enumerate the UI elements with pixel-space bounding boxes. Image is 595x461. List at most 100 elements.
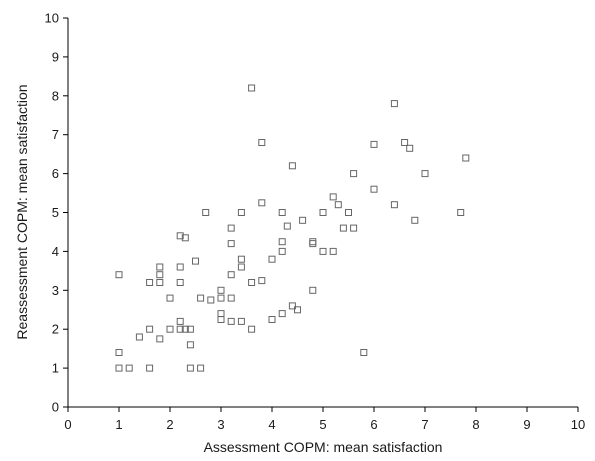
data-point [319, 247, 327, 255]
data-point [186, 325, 194, 333]
data-point [248, 325, 256, 333]
data-point [406, 144, 414, 152]
data-point [319, 209, 327, 216]
data-point [421, 170, 429, 178]
x-tick-label: 3 [217, 417, 224, 432]
data-point [268, 255, 276, 263]
data-point [283, 222, 291, 230]
axes [67, 18, 578, 408]
data-point [146, 325, 154, 333]
data-point [462, 154, 470, 162]
data-point [248, 279, 256, 286]
data-point [350, 224, 358, 232]
data-point [176, 263, 184, 271]
data-point [345, 209, 352, 216]
y-tick-label: 3 [52, 283, 59, 298]
data-point [181, 234, 189, 242]
x-ticks: 0 1 2 3 4 5 6 7 8 9 10 [64, 407, 585, 432]
data-point [207, 296, 215, 304]
data-point [329, 193, 337, 201]
y-ticks: 0 1 2 3 4 5 6 7 8 9 10 [45, 11, 68, 415]
y-axis-title: Reassessment COPM: mean satisfaction [14, 84, 30, 339]
data-point [411, 216, 419, 224]
data-point [125, 364, 133, 372]
data-point [258, 199, 266, 207]
x-tick-label: 6 [370, 417, 377, 432]
y-tick-label: 2 [52, 322, 59, 337]
x-axis-title: Assessment COPM: mean satisfaction [204, 439, 443, 455]
data-point [186, 364, 194, 372]
data-point [176, 317, 184, 325]
data-point [309, 286, 317, 294]
data-point [156, 271, 164, 279]
data-point [176, 279, 184, 286]
data-point [334, 201, 342, 209]
x-tick-label: 0 [64, 417, 71, 432]
data-point [390, 201, 398, 209]
data-point [278, 310, 286, 318]
data-points [115, 84, 470, 372]
data-point [237, 255, 245, 263]
data-point [227, 317, 235, 325]
y-tick-label: 4 [52, 244, 59, 259]
data-point [278, 238, 286, 246]
data-point [176, 232, 184, 240]
y-tick-label: 10 [45, 11, 59, 26]
data-point [457, 209, 465, 216]
data-point [197, 294, 205, 302]
data-point [156, 263, 164, 271]
data-point [146, 279, 154, 286]
x-tick-label: 1 [115, 417, 122, 432]
data-point [227, 294, 235, 302]
data-point [258, 139, 266, 146]
data-point [115, 364, 123, 372]
data-point [166, 294, 174, 302]
data-point [329, 247, 337, 255]
data-point [350, 170, 358, 178]
x-tick-label: 10 [571, 417, 585, 432]
y-tick-label: 8 [52, 88, 59, 103]
y-tick-label: 6 [52, 166, 59, 181]
data-point [166, 325, 174, 333]
data-point [181, 325, 189, 333]
data-point [288, 302, 296, 310]
data-point [390, 100, 398, 108]
data-point [339, 224, 347, 232]
x-tick-label: 5 [319, 417, 326, 432]
data-point [278, 247, 286, 255]
data-point [217, 310, 225, 318]
data-point [288, 162, 296, 170]
data-point [217, 294, 225, 302]
x-tick-label: 9 [523, 417, 530, 432]
x-tick-label: 8 [472, 417, 479, 432]
data-point [370, 140, 378, 148]
data-point [227, 224, 235, 232]
data-point [202, 209, 210, 216]
x-tick-label: 7 [421, 417, 428, 432]
data-point [268, 316, 276, 323]
data-point [197, 364, 205, 372]
data-point [186, 341, 194, 349]
data-point [370, 185, 378, 193]
data-point [156, 279, 164, 286]
data-point [237, 209, 245, 216]
data-point [115, 349, 123, 356]
data-point [309, 240, 317, 248]
data-point [360, 349, 368, 356]
data-point [156, 335, 164, 343]
x-tick-label: 4 [268, 417, 275, 432]
data-point [299, 216, 307, 224]
data-point [217, 286, 225, 294]
data-point [278, 209, 286, 216]
y-tick-label: 5 [52, 205, 59, 220]
data-point [309, 238, 317, 246]
data-point [135, 333, 143, 341]
data-point [217, 316, 225, 323]
x-tick-label: 2 [166, 417, 173, 432]
data-point [227, 240, 235, 248]
data-point [248, 84, 256, 92]
data-point [227, 271, 235, 279]
data-point [115, 271, 123, 279]
y-tick-label: 7 [52, 127, 59, 142]
data-point [176, 325, 184, 333]
